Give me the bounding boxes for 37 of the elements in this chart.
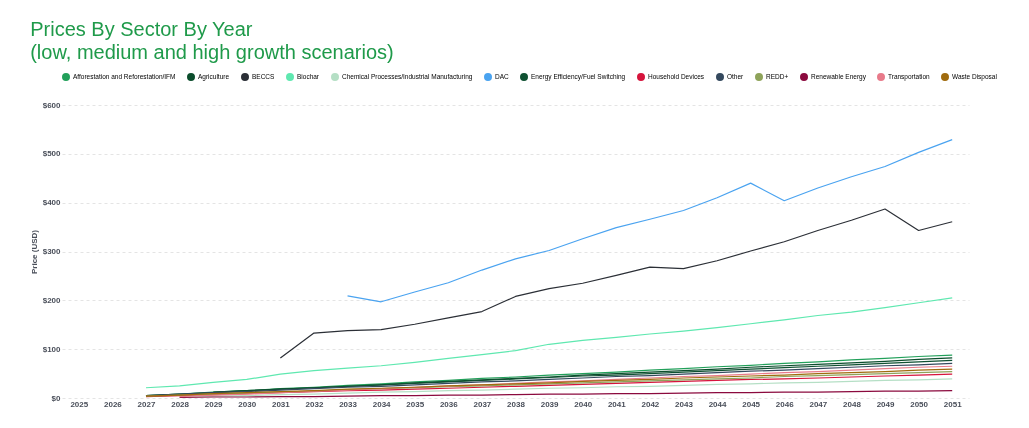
x-tick-label: 2041 <box>607 399 627 409</box>
x-tick-label: 2030 <box>238 399 257 409</box>
y-tick-label: $300 <box>42 247 62 256</box>
y-tick-label: $100 <box>42 344 62 354</box>
x-tick-label: 2029 <box>204 399 224 409</box>
x-tick-label: 2027 <box>137 399 156 409</box>
x-tick-label: 2049 <box>876 399 895 409</box>
x-tick-label: 2037 <box>473 399 492 409</box>
x-tick-label: 2047 <box>809 399 828 409</box>
x-tick-label: 2046 <box>775 399 795 409</box>
x-tick-label: 2034 <box>372 399 392 409</box>
x-tick-label: 2048 <box>843 399 862 409</box>
x-tick-label: 2033 <box>339 399 358 409</box>
x-tick-label: 2039 <box>540 399 560 409</box>
x-tick-label: 2044 <box>708 399 727 409</box>
x-tick-label: 2035 <box>406 399 425 409</box>
x-tick-label: 2025 <box>70 399 89 409</box>
chart-title: Prices By Sector By Year <box>30 18 253 40</box>
x-tick-label: 2031 <box>271 399 291 409</box>
x-tick-label: 2032 <box>305 399 324 409</box>
x-tick-label: 2036 <box>439 399 459 409</box>
x-tick-label: 2028 <box>171 399 190 409</box>
x-tick-label: 2040 <box>574 399 593 409</box>
x-tick-label: 2038 <box>507 399 526 409</box>
y-tick-label: $500 <box>42 149 62 159</box>
y-tick-label: $600 <box>42 100 62 110</box>
x-tick-label: 2026 <box>103 399 123 409</box>
y-axis-title: Price (USD) <box>29 229 39 275</box>
x-tick-label: 2042 <box>641 399 660 409</box>
x-tick-label: 2045 <box>742 399 761 409</box>
x-tick-label: 2043 <box>675 399 694 409</box>
x-tick-label: 2050 <box>910 399 929 409</box>
x-tick-label: 2051 <box>943 399 963 409</box>
y-tick-label: $400 <box>42 198 62 208</box>
y-tick-label: $200 <box>42 295 62 305</box>
y-tick-label: $0 <box>51 393 62 403</box>
chart-subtitle: (low, medium and high growth scenarios) <box>30 41 394 63</box>
